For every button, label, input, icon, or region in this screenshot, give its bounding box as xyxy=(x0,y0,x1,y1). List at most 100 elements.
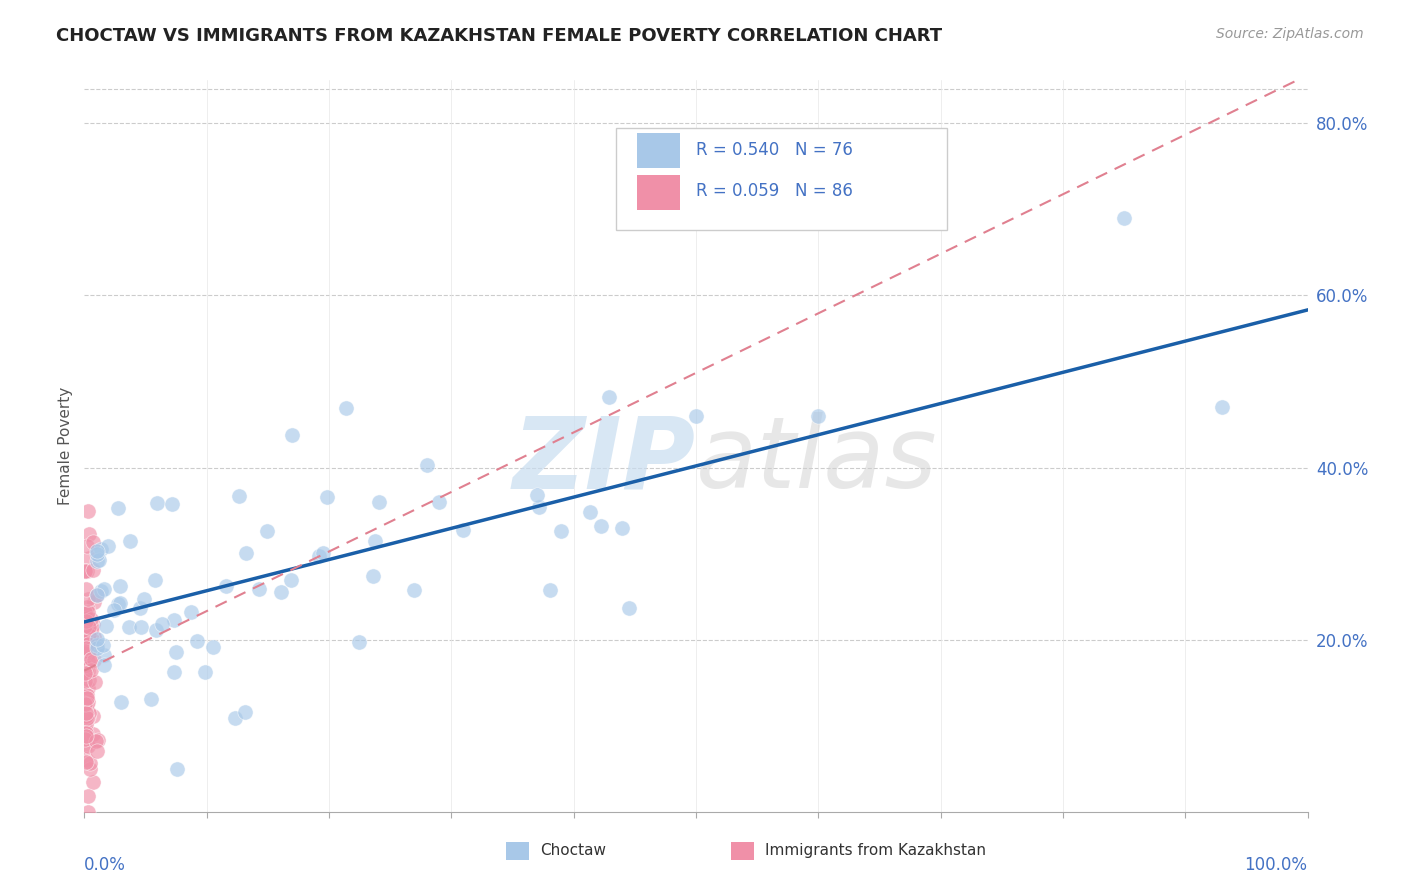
Point xyxy=(86,554,108,568)
Point xyxy=(75,661,97,675)
Text: Choctaw: Choctaw xyxy=(540,844,606,858)
Point xyxy=(233,705,256,719)
Y-axis label: Female Poverty: Female Poverty xyxy=(58,387,73,505)
Point xyxy=(82,563,104,577)
Text: CHOCTAW VS IMMIGRANTS FROM KAZAKHSTAN FEMALE POVERTY CORRELATION CHART: CHOCTAW VS IMMIGRANTS FROM KAZAKHSTAN FE… xyxy=(56,27,942,45)
Point xyxy=(180,605,202,619)
Point xyxy=(128,601,150,615)
Point xyxy=(77,645,100,659)
Point xyxy=(73,666,96,681)
Point xyxy=(86,632,108,647)
Point xyxy=(86,732,108,747)
Point xyxy=(77,527,100,541)
Text: 100.0%: 100.0% xyxy=(1244,855,1308,873)
Point xyxy=(75,659,97,673)
Point xyxy=(73,727,96,741)
Point xyxy=(80,651,103,665)
Point xyxy=(224,711,246,725)
Point xyxy=(73,607,96,622)
Point xyxy=(165,645,187,659)
Point xyxy=(93,582,115,596)
Point xyxy=(316,490,339,504)
Point xyxy=(416,458,439,472)
Point xyxy=(83,653,105,667)
Point xyxy=(73,690,96,704)
Point xyxy=(427,495,450,509)
Point xyxy=(82,616,104,631)
Point xyxy=(146,495,169,509)
Point xyxy=(75,635,97,649)
Point xyxy=(73,564,96,578)
Point xyxy=(76,599,98,614)
Point xyxy=(76,564,98,578)
Point xyxy=(79,762,101,776)
Point xyxy=(132,592,155,607)
Point xyxy=(76,711,98,725)
Point xyxy=(75,739,97,753)
Point xyxy=(75,725,97,739)
Point xyxy=(82,708,104,723)
Point xyxy=(77,654,100,668)
Bar xyxy=(637,176,681,211)
Point xyxy=(451,523,474,537)
Point xyxy=(73,666,96,681)
Point xyxy=(75,582,97,597)
Point xyxy=(77,619,100,633)
Point xyxy=(75,639,97,653)
Point xyxy=(335,401,357,415)
Text: 0.0%: 0.0% xyxy=(84,855,127,873)
Point xyxy=(591,519,613,533)
Point xyxy=(103,603,125,617)
Point xyxy=(807,409,830,423)
Point xyxy=(86,588,108,602)
Point xyxy=(75,731,97,746)
Point xyxy=(80,632,103,646)
Point xyxy=(538,583,561,598)
Point xyxy=(77,696,100,710)
Point xyxy=(77,789,100,803)
Point xyxy=(1114,211,1136,225)
Point xyxy=(150,617,173,632)
Point xyxy=(75,665,97,679)
Point xyxy=(166,762,188,776)
Point xyxy=(598,390,620,404)
Point xyxy=(73,698,96,712)
Point xyxy=(108,579,131,593)
Point xyxy=(77,805,100,819)
Point xyxy=(1211,401,1233,415)
Point xyxy=(83,595,105,609)
Point xyxy=(73,605,96,619)
Point xyxy=(90,584,112,599)
Point xyxy=(73,674,96,689)
Point xyxy=(160,497,183,511)
Point xyxy=(96,619,118,633)
Text: Immigrants from Kazakhstan: Immigrants from Kazakhstan xyxy=(765,844,986,858)
Point xyxy=(75,646,97,660)
Point xyxy=(77,664,100,678)
Point xyxy=(526,488,548,502)
Point xyxy=(527,500,550,514)
Point xyxy=(73,630,96,644)
Point xyxy=(186,634,208,648)
Point xyxy=(76,539,98,553)
Point xyxy=(77,605,100,619)
Point xyxy=(77,503,100,517)
Point xyxy=(76,710,98,724)
Point xyxy=(77,628,100,642)
Point xyxy=(235,546,257,560)
Text: Source: ZipAtlas.com: Source: ZipAtlas.com xyxy=(1216,27,1364,41)
Point xyxy=(120,533,142,548)
Point xyxy=(73,714,96,729)
Point xyxy=(145,624,167,638)
Point xyxy=(83,675,105,690)
Point xyxy=(75,706,97,720)
Point xyxy=(86,588,108,602)
Point xyxy=(77,637,100,651)
Point xyxy=(75,698,97,713)
Point xyxy=(107,500,129,515)
Point xyxy=(79,673,101,687)
Point xyxy=(578,505,600,519)
Point xyxy=(143,573,166,587)
Point xyxy=(86,543,108,558)
Point xyxy=(404,583,426,598)
